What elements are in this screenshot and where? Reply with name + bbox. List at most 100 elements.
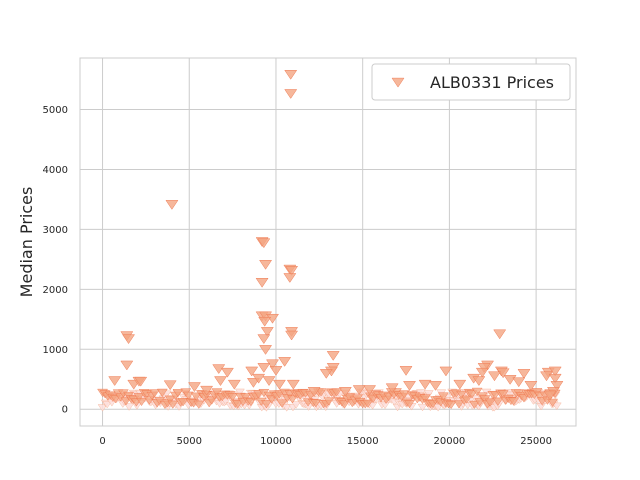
data-point	[403, 381, 416, 391]
data-point	[255, 278, 269, 288]
x-tick-label: 5000	[177, 436, 202, 447]
data-point	[283, 273, 297, 283]
data-point	[269, 366, 283, 376]
data-point-cluster	[261, 400, 272, 409]
data-point	[548, 373, 562, 384]
data-point	[286, 379, 300, 390]
y-tick-label: 0	[62, 405, 68, 416]
data-point	[163, 380, 177, 391]
data-point	[257, 334, 271, 345]
data-point-cluster	[466, 390, 478, 399]
data-point	[165, 200, 179, 210]
data-point-cluster	[167, 400, 179, 409]
data-point	[260, 327, 274, 337]
data-point-cluster	[232, 400, 244, 409]
data-point-cluster	[445, 400, 457, 410]
data-point	[363, 385, 377, 395]
legend-marker-triangle-down	[391, 77, 405, 88]
data-point	[493, 329, 507, 340]
data-point-cluster	[508, 397, 519, 406]
data-point-cluster	[276, 399, 288, 408]
data-point	[543, 390, 557, 401]
data-point	[439, 366, 453, 377]
x-tick-label: 10000	[260, 436, 292, 447]
data-point-cluster	[240, 393, 251, 402]
data-point-cluster	[497, 390, 509, 399]
data-point	[418, 379, 432, 390]
data-point	[429, 381, 442, 391]
y-tick-label: 3000	[43, 225, 68, 236]
data-point	[385, 383, 399, 394]
x-tick-label: 25000	[520, 436, 552, 447]
data-point-cluster	[172, 389, 184, 398]
data-point-cluster	[471, 387, 483, 396]
data-point	[548, 366, 562, 377]
y-tick-label: 4000	[43, 165, 68, 176]
data-point-cluster	[453, 400, 465, 409]
data-point-cluster	[404, 400, 415, 409]
data-point-cluster	[136, 397, 147, 406]
data-point	[257, 363, 271, 373]
data-point	[496, 368, 510, 379]
data-point-cluster	[281, 404, 292, 412]
data-point-cluster	[190, 392, 202, 401]
data-point	[245, 366, 259, 377]
data-point	[214, 376, 227, 386]
data-point	[278, 357, 292, 367]
data-point-cluster	[157, 388, 168, 397]
data-point	[120, 360, 134, 371]
data-point	[134, 376, 148, 387]
data-point	[512, 377, 526, 388]
data-point-cluster	[227, 393, 238, 402]
data-point	[319, 369, 333, 379]
data-point	[284, 70, 298, 80]
data-point	[227, 379, 241, 390]
data-point-cluster	[211, 388, 223, 397]
data-point	[352, 385, 366, 395]
data-point	[326, 351, 340, 361]
data-point-cluster	[177, 398, 189, 407]
x-tick-label: 0	[99, 436, 105, 447]
data-point-cluster	[149, 389, 160, 398]
data-point-cluster	[469, 400, 480, 409]
data-point	[550, 381, 564, 391]
x-tick-label: 15000	[347, 436, 379, 447]
data-point-cluster	[220, 398, 231, 406]
data-point-cluster	[417, 403, 428, 412]
y-axis-label: Median Prices	[17, 187, 36, 298]
data-point	[108, 376, 122, 386]
data-point	[262, 376, 276, 386]
data-point	[477, 363, 491, 373]
data-point	[453, 379, 467, 390]
data-point	[399, 366, 413, 376]
data-point	[187, 382, 201, 392]
data-point	[488, 371, 501, 382]
data-point	[285, 266, 299, 276]
data-point-cluster	[133, 393, 145, 402]
data-point-cluster	[310, 399, 322, 408]
x-tick-labels: 0 5000 10000 15000 20000 25000	[99, 436, 552, 447]
data-point	[252, 373, 266, 384]
dense-point-band	[97, 387, 562, 412]
data-point	[257, 238, 271, 249]
legend-entry-label: ALB0331 Prices	[430, 73, 554, 92]
data-point-cluster	[235, 388, 245, 397]
data-point-cluster	[423, 390, 434, 398]
legend: ALB0331 Prices	[371, 63, 571, 101]
data-point	[272, 379, 286, 390]
data-point-cluster	[102, 401, 113, 409]
data-point-cluster	[97, 404, 108, 412]
data-point	[122, 334, 136, 345]
data-point	[517, 369, 531, 379]
y-tick-label: 2000	[43, 285, 68, 296]
data-point-cluster	[437, 392, 449, 401]
data-point-cluster	[331, 388, 343, 397]
data-point	[472, 376, 486, 386]
x-tick-label: 20000	[433, 436, 465, 447]
data-point-cluster	[461, 395, 473, 404]
data-points	[108, 70, 564, 401]
data-point-cluster	[124, 403, 134, 411]
data-point-cluster	[547, 398, 558, 407]
data-point	[285, 330, 299, 341]
